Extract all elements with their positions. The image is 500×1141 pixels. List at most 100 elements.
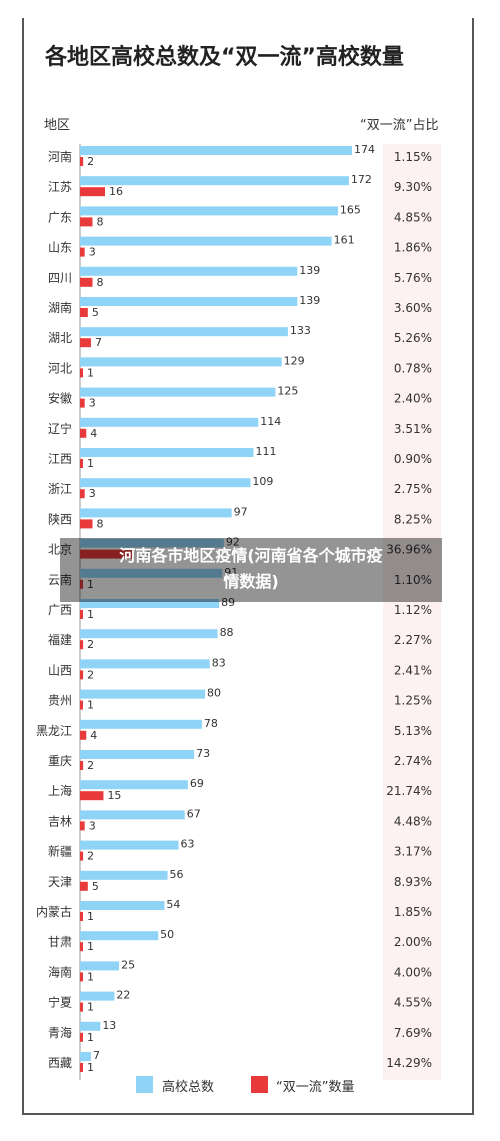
bar-total <box>80 478 251 488</box>
value-label-double-first-class: 1 <box>87 608 94 621</box>
region-label: 天津 <box>48 875 72 889</box>
value-label-total: 111 <box>256 445 277 458</box>
bar-double-first-class <box>80 398 85 408</box>
bar-double-first-class <box>80 368 83 378</box>
bar-total <box>80 719 202 729</box>
value-label-double-first-class: 1 <box>87 1001 94 1014</box>
value-label-total: 7 <box>93 1049 100 1062</box>
bar-total <box>80 508 232 518</box>
bar-total <box>80 1021 101 1031</box>
bar-total <box>80 840 179 850</box>
value-label-double-first-class: 3 <box>89 397 96 410</box>
value-label-total: 80 <box>207 687 221 700</box>
value-label-double-first-class: 1 <box>87 366 94 379</box>
value-label-total: 97 <box>234 505 248 518</box>
value-label-total: 91 <box>224 566 238 579</box>
value-label-total: 83 <box>212 656 226 669</box>
value-label-double-first-class: 16 <box>109 185 123 198</box>
bar-total <box>80 870 168 880</box>
ratio-label: 14.29% <box>386 1056 432 1070</box>
bar-double-first-class <box>80 670 84 680</box>
ratio-label: 4.00% <box>394 965 432 979</box>
value-label-double-first-class: 2 <box>87 155 94 168</box>
value-label-total: 139 <box>299 294 320 307</box>
bar-total <box>80 206 338 216</box>
bar-double-first-class <box>80 579 83 589</box>
value-label-double-first-class: 2 <box>87 759 94 772</box>
bar-total <box>80 297 298 306</box>
caption-text: 河南各市地区疫情(河南省各个城市疫 情数据) <box>60 543 442 595</box>
value-label-total: 88 <box>220 626 234 639</box>
bar-double-first-class <box>80 489 85 499</box>
bar-double-first-class <box>80 700 83 710</box>
bar-double-first-class <box>80 942 83 952</box>
legend-swatch-double-first-class <box>251 1076 268 1093</box>
region-label: 陕西 <box>48 511 72 526</box>
ratio-label: 2.74% <box>394 754 432 768</box>
bar-double-first-class <box>80 821 85 831</box>
bar-total <box>80 901 165 910</box>
region-label: 江西 <box>48 452 72 466</box>
bar-double-first-class <box>80 912 83 921</box>
bar-total <box>80 176 349 186</box>
region-label: 江苏 <box>48 180 72 194</box>
value-label-total: 56 <box>170 868 184 881</box>
ratio-label: 1.25% <box>394 694 432 708</box>
region-column-header: 地区 <box>44 118 71 133</box>
bar-total <box>80 599 220 608</box>
bar-double-first-class <box>80 187 106 197</box>
value-label-total: 172 <box>351 173 372 186</box>
region-label: 山东 <box>48 241 72 255</box>
bar-double-first-class <box>80 519 93 529</box>
value-label-total: 133 <box>290 324 311 337</box>
bar-double-first-class <box>80 1032 83 1042</box>
value-label-double-first-class: 7 <box>95 336 102 349</box>
bar-double-first-class <box>80 308 88 317</box>
region-label: 宁夏 <box>48 995 72 1010</box>
bar-double-first-class <box>80 247 85 257</box>
bar-total <box>80 387 276 397</box>
value-label-total: 73 <box>196 747 210 760</box>
region-label: 湖北 <box>48 330 72 345</box>
bar-double-first-class <box>80 730 87 740</box>
value-label-total: 13 <box>102 1019 116 1032</box>
value-label-total: 114 <box>260 415 281 428</box>
region-label: 山西 <box>48 663 72 677</box>
bar-total <box>80 146 352 155</box>
ratio-label: 3.51% <box>394 422 432 436</box>
value-label-double-first-class: 3 <box>89 246 96 259</box>
ratio-label: 7.69% <box>394 1026 432 1040</box>
region-label: 河北 <box>48 361 72 375</box>
chart-title: 各地区高校总数及“双一流”高校数量 <box>45 45 404 70</box>
ratio-label: 1.86% <box>394 241 432 255</box>
ratio-label: 2.40% <box>394 392 432 406</box>
value-label-double-first-class: 8 <box>97 517 104 530</box>
legend-label-double-first-class: “双一流”数量 <box>276 1080 355 1095</box>
ratio-label: 1.10% <box>394 573 432 587</box>
bar-total <box>80 780 188 790</box>
value-label-total: 78 <box>204 717 218 730</box>
value-label-total: 22 <box>116 989 130 1002</box>
region-label: 内蒙古 <box>36 904 72 919</box>
ratio-label: 3.60% <box>394 301 432 315</box>
value-label-total: 174 <box>354 143 375 156</box>
value-label-total: 109 <box>252 475 273 488</box>
region-label: 西藏 <box>48 1056 72 1070</box>
bar-total <box>80 327 288 337</box>
value-label-total: 50 <box>160 928 174 941</box>
caption-line-1: 河南各市地区疫情(河南省各个城市疫 <box>119 546 383 565</box>
ratio-label: 1.15% <box>394 150 432 164</box>
bar-double-first-class <box>80 549 134 559</box>
region-label: 北京 <box>48 543 72 557</box>
bar-total <box>80 538 224 548</box>
bar-total <box>80 810 185 820</box>
value-label-total: 125 <box>277 385 298 398</box>
caption-line-2: 情数据) <box>223 572 279 591</box>
value-label-double-first-class: 2 <box>87 850 94 863</box>
bar-total <box>80 750 195 759</box>
bar-double-first-class <box>80 428 87 438</box>
value-label-double-first-class: 8 <box>97 215 104 228</box>
bar-double-first-class <box>80 761 84 770</box>
bar-double-first-class <box>80 338 91 348</box>
